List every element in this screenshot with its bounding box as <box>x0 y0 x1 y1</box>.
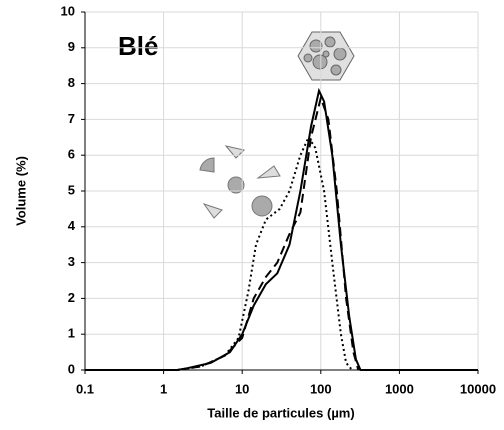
data-line <box>85 87 478 371</box>
x-tick-label: 10 <box>235 381 249 396</box>
y-axis-label: Volume (%) <box>13 156 28 226</box>
data-line <box>177 94 360 371</box>
x-tick-label: 10000 <box>460 381 496 396</box>
y-tick-label: 8 <box>68 75 75 90</box>
y-tick-label: 6 <box>68 147 75 162</box>
y-tick-label: 5 <box>68 182 75 197</box>
y-tick-label: 1 <box>68 326 75 341</box>
x-axis-label: Taille de particules (µm) <box>207 405 354 420</box>
y-tick-label: 3 <box>68 254 75 269</box>
fragment-icons <box>199 145 281 219</box>
y-tick-label: 0 <box>68 361 75 376</box>
particle-icon <box>297 31 355 81</box>
annotation: Blé <box>118 31 158 61</box>
y-tick-label: 10 <box>61 3 75 18</box>
y-tick-label: 9 <box>68 39 75 54</box>
y-tick-label: 7 <box>68 111 75 126</box>
x-tick-label: 100 <box>310 381 332 396</box>
x-tick-label: 0.1 <box>76 381 94 396</box>
x-tick-label: 1 <box>160 381 167 396</box>
x-tick-label: 1000 <box>385 381 414 396</box>
y-tick-label: 2 <box>68 290 75 305</box>
data-line <box>177 135 353 371</box>
y-tick-label: 4 <box>68 218 76 233</box>
